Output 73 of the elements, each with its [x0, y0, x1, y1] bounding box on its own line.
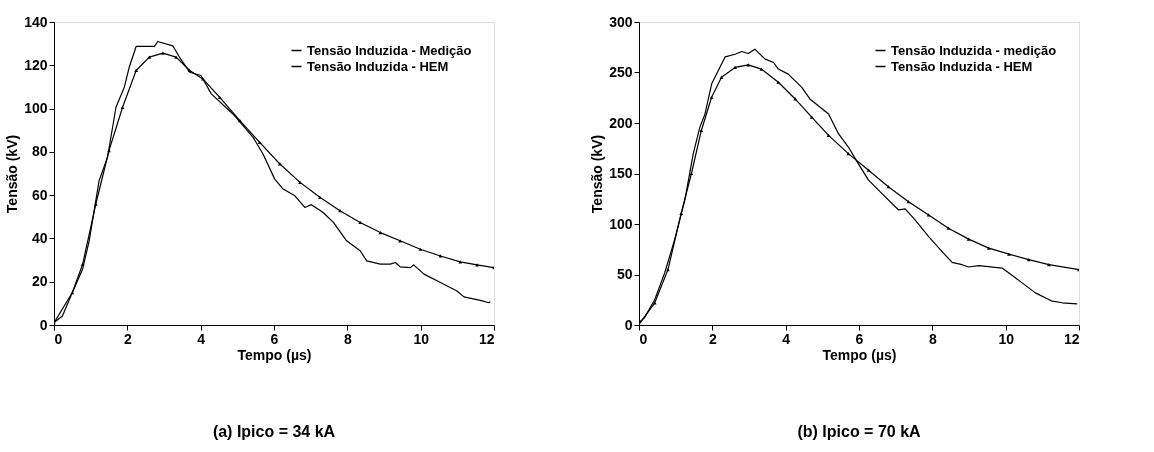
x-tick-label: 4: [782, 330, 791, 347]
text: (b) Ipico = 70 kA: [797, 423, 922, 440]
point: [120, 105, 125, 109]
x-tick-label: 10: [413, 330, 430, 347]
x-tick-label: 0: [639, 330, 648, 347]
y-tick-label: 80: [31, 143, 48, 160]
point: [986, 246, 991, 250]
y-tick-label: 20: [31, 273, 48, 290]
point: [946, 226, 951, 230]
y-tick-label: 300: [609, 13, 633, 30]
point: [709, 95, 714, 99]
y-tick-label: 0: [624, 316, 633, 333]
point: [257, 140, 262, 144]
x-axis-title: Tempo (µs): [237, 346, 312, 363]
x-tick-label: 12: [478, 330, 495, 347]
point: [187, 68, 192, 73]
legend-label: Tensão Induzida - medição: [891, 42, 1057, 58]
y-axis-title: Tensão (kV): [589, 134, 606, 214]
y-tick-label: 0: [39, 316, 48, 333]
point: [378, 230, 383, 235]
point: [866, 168, 871, 172]
point: [826, 133, 831, 138]
x-tick-label: 6: [270, 330, 279, 347]
point: [80, 262, 85, 267]
point: [776, 80, 781, 84]
point: [966, 237, 971, 241]
y-axis-title: Tensão (kV): [4, 134, 21, 214]
point: [1007, 252, 1011, 256]
x-tick-label: 6: [855, 330, 864, 347]
y-tick-label: 60: [31, 186, 48, 203]
point: [278, 162, 282, 166]
text: (a) Ipico = 34 kA: [212, 423, 336, 440]
point: [793, 97, 798, 101]
point: [679, 211, 684, 215]
y-tick-label: 250: [609, 64, 633, 80]
y-tick-label: 200: [609, 114, 633, 131]
point: [759, 67, 764, 71]
x-tick-label: 2: [123, 330, 132, 347]
point: [846, 151, 851, 156]
point: [926, 213, 931, 217]
point: [174, 55, 178, 59]
point: [699, 128, 704, 133]
y-tick-label: 50: [616, 266, 633, 282]
point: [418, 247, 423, 251]
legend-label: Tensão Induzida - Medição: [307, 42, 472, 58]
point: [317, 195, 322, 199]
x-tick-label: 8: [928, 330, 937, 347]
y-tick-label: 140: [24, 13, 48, 30]
point: [358, 220, 363, 225]
y-tick-label: 40: [31, 229, 48, 246]
point: [298, 180, 302, 184]
y-tick-label: 150: [609, 165, 633, 181]
point: [161, 51, 165, 55]
y-tick-label: 100: [609, 215, 633, 232]
x-tick-label: 0: [54, 330, 63, 347]
x-tick-label: 2: [708, 330, 717, 347]
x-tick-label: 8: [343, 330, 352, 347]
point: [809, 115, 814, 119]
point: [93, 202, 98, 206]
point: [719, 75, 724, 79]
point: [201, 77, 205, 81]
point: [1026, 258, 1031, 262]
y-tick-label: 100: [24, 100, 48, 117]
point: [438, 254, 443, 258]
x-axis-title: Tempo (µs): [822, 346, 897, 363]
legend-label: Tensão Induzida - HEM: [307, 58, 449, 74]
x-tick-label: 12: [1063, 330, 1080, 347]
y-tick-label: 120: [24, 56, 48, 73]
x-tick-label: 10: [998, 330, 1015, 347]
point: [147, 55, 152, 59]
x-tick-label: 4: [197, 330, 206, 347]
point: [217, 95, 222, 99]
legend-label: Tensão Induzida - HEM: [891, 58, 1033, 74]
